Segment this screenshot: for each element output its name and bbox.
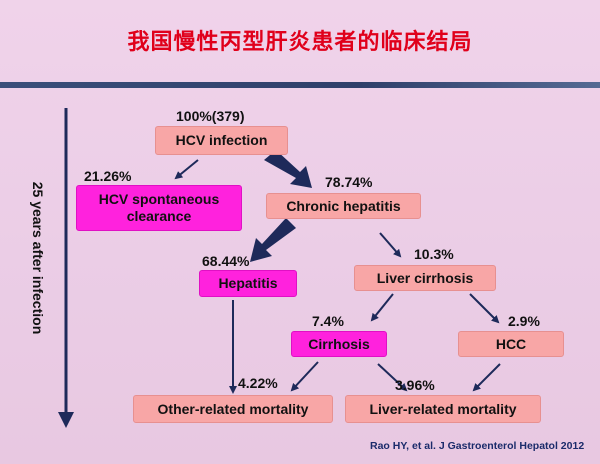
box-hcv-infection-label: HCV infection [175, 132, 268, 148]
big-arrow-chronic-to-hepatitis [250, 218, 296, 262]
percent-liver-mortality: 3.96% [395, 377, 435, 393]
arrow-hcc-to-liver-mortality [472, 363, 501, 392]
box-liver-cirrhosis-label: Liver cirrhosis [376, 269, 474, 286]
timeline-arrow [58, 108, 74, 428]
big-arrow-infection-to-chronic [264, 150, 312, 188]
box-cirrhosis-label: Cirrhosis [308, 335, 370, 352]
arrow-chronic-to-liver-cirrhosis [379, 232, 402, 258]
box-hepatitis-label: Hepatitis [218, 275, 278, 291]
box-spontaneous-clearance-label-1: HCV spontaneous [98, 191, 220, 207]
title-divider [0, 82, 600, 88]
box-hcv-infection: HCV infection [155, 126, 288, 155]
percent-liver-cirrhosis: 10.3% [414, 246, 454, 262]
arrow-cirrhosis-to-other-mortality [290, 361, 319, 392]
percent-hcv-infection: 100%(379) [176, 108, 245, 124]
arrow-cirrhosis-to-liver-mortality [377, 363, 408, 392]
percent-other-mortality: 4.22% [238, 375, 278, 391]
box-other-mortality: Other-related mortality [133, 395, 333, 423]
box-liver-mortality: Liver-related mortality [345, 395, 541, 423]
slide-title: 我国慢性丙型肝炎患者的临床结局 [127, 30, 473, 55]
arrow-liver-cirrhosis-to-cirrhosis [370, 293, 394, 322]
percent-cirrhosis: 7.4% [312, 313, 344, 329]
arrow-infection-to-clearance [174, 159, 199, 180]
percent-chronic-hepatitis: 78.74% [325, 174, 373, 190]
box-liver-cirrhosis: Liver cirrhosis [354, 265, 496, 291]
box-hepatitis: Hepatitis [199, 270, 297, 297]
percent-hepatitis: 68.44% [202, 253, 250, 269]
box-spontaneous-clearance-label-2: clearance [126, 208, 192, 224]
arrow-liver-cirrhosis-to-hcc [469, 293, 500, 324]
box-cirrhosis: Cirrhosis [291, 331, 387, 357]
box-liver-mortality-label: Liver-related mortality [369, 400, 517, 417]
box-hcc: HCC [458, 331, 564, 357]
citation: Rao HY, et al. J Gastroenterol Hepatol 2… [370, 440, 585, 452]
box-other-mortality-label: Other-related mortality [157, 400, 309, 417]
box-chronic-hepatitis: Chronic hepatitis [266, 193, 421, 219]
box-hcc-label: HCC [495, 335, 527, 352]
box-spontaneous-clearance: HCV spontaneous clearance [76, 185, 242, 231]
percent-spontaneous-clearance: 21.26% [84, 168, 132, 184]
box-chronic-hepatitis-label: Chronic hepatitis [286, 197, 401, 214]
timeline-label: 25 years after infection [30, 181, 46, 335]
percent-hcc: 2.9% [508, 313, 540, 329]
